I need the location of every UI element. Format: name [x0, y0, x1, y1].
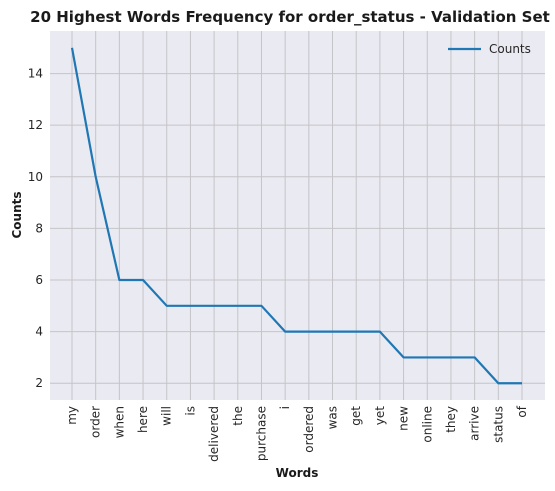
y-tick-label: 12: [28, 118, 43, 132]
x-tick-label: new: [397, 406, 411, 431]
series-line-counts: [70, 47, 522, 385]
y-tick-label: 6: [35, 273, 43, 287]
x-tick-label: was: [326, 406, 340, 429]
x-tick-label: they: [444, 406, 458, 433]
x-tick-label: get: [349, 406, 363, 426]
y-tick-label: 8: [35, 221, 43, 235]
x-tick-label: when: [112, 406, 126, 438]
plot-area: [50, 31, 545, 400]
x-tick-label: purchase: [254, 406, 268, 461]
x-tick-label: the: [231, 406, 245, 426]
y-tick-label: 2: [35, 376, 43, 390]
y-tick-label: 4: [35, 325, 43, 339]
chart-title: 20 Highest Words Frequency for order_sta…: [30, 8, 550, 26]
grid: [50, 31, 545, 400]
x-tick-label: my: [65, 406, 79, 425]
legend-label-counts: Counts: [489, 42, 531, 56]
x-tick-label: is: [183, 406, 197, 416]
x-axis-label: Words: [276, 466, 319, 480]
x-tick-label: status: [491, 406, 505, 443]
x-tick-label: yet: [373, 406, 387, 425]
y-axis-label: Counts: [10, 191, 24, 238]
x-tick-label: will: [160, 406, 174, 426]
y-tick-label: 14: [28, 67, 43, 81]
x-axis-ticks: my order when here will is delivered the purchas…: [65, 405, 529, 462]
x-tick-label: of: [515, 405, 529, 417]
y-tick-label: 10: [28, 170, 43, 184]
x-tick-label: online: [420, 406, 434, 443]
x-tick-label: delivered: [207, 406, 221, 462]
x-tick-label: here: [136, 406, 150, 433]
x-tick-label: ordered: [302, 406, 316, 453]
y-axis-ticks: 2 4 6 8 10 12 14: [28, 67, 43, 391]
legend: Counts: [448, 42, 531, 56]
x-tick-label: arrive: [468, 406, 482, 441]
x-tick-label: order: [89, 406, 103, 438]
x-tick-label: i: [278, 406, 292, 409]
